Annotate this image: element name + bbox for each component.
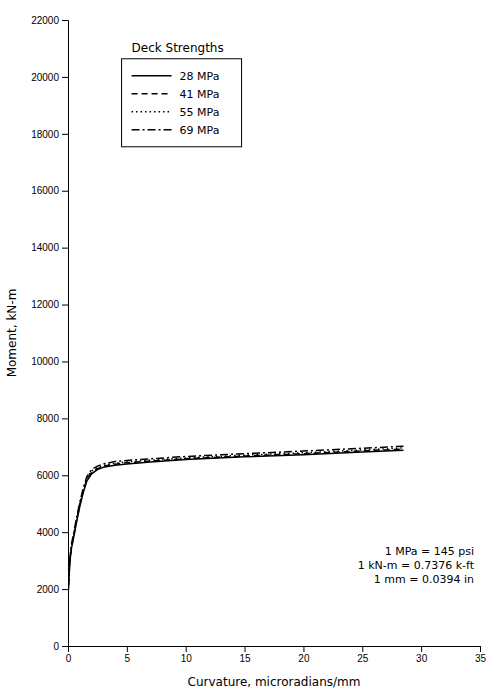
x-tick: 35 <box>475 646 487 664</box>
x-tick-mark <box>362 646 363 652</box>
annotation: 1 MPa = 145 psi1 kN-m = 0.7376 k-ft1 mm … <box>358 545 475 586</box>
y-tick-mark <box>62 361 68 362</box>
y-tick: 0 <box>53 641 68 652</box>
x-tick-label: 20 <box>298 653 310 664</box>
legend-swatch <box>132 111 172 113</box>
y-tick: 18000 <box>31 129 68 140</box>
y-tick-label: 8000 <box>37 413 60 424</box>
x-tick: 0 <box>66 646 72 664</box>
y-tick-label: 12000 <box>31 299 59 310</box>
x-tick: 10 <box>181 646 193 664</box>
annotation-line: 1 MPa = 145 psi <box>385 545 474 558</box>
x-axis-title: Curvature, microradians/mm <box>188 675 361 689</box>
y-tick-label: 14000 <box>31 242 59 253</box>
y-tick: 2000 <box>37 584 68 595</box>
y-tick-mark <box>62 191 68 192</box>
x-tick-label: 0 <box>66 653 72 664</box>
y-tick: 6000 <box>37 470 68 481</box>
y-tick-label: 22000 <box>31 15 59 26</box>
legend-label: 69 MPa <box>180 124 220 137</box>
x-tick-mark <box>303 646 304 652</box>
y-tick-label: 20000 <box>31 72 59 83</box>
series-line <box>68 446 403 592</box>
x-tick-mark <box>421 646 422 652</box>
y-tick: 12000 <box>31 299 68 310</box>
y-tick-label: 0 <box>53 641 59 652</box>
x-tick-mark <box>186 646 187 652</box>
legend-label: 28 MPa <box>180 70 220 83</box>
y-tick-mark <box>62 532 68 533</box>
y-tick-label: 10000 <box>31 356 59 367</box>
y-tick-mark <box>62 589 68 590</box>
annotation-line: 1 kN-m = 0.7376 k-ft <box>358 559 475 572</box>
legend-box <box>122 59 242 147</box>
y-tick-label: 18000 <box>31 129 59 140</box>
y-tick: 8000 <box>37 413 68 424</box>
y-tick: 14000 <box>31 242 68 253</box>
x-tick: 25 <box>357 646 369 664</box>
series-line <box>68 448 403 593</box>
lines <box>68 446 403 596</box>
y-tick-mark <box>62 248 68 249</box>
y-tick-label: 16000 <box>31 185 59 196</box>
chart: 0 5 10 15 20 25 30 35 0 2000 4000 6000 8000 10000 1200… <box>0 0 500 698</box>
x-tick-mark <box>480 646 481 652</box>
x-tick-label: 5 <box>125 653 131 664</box>
legend: 28 MPa 41 MPa 55 MPa 69 MPa <box>122 59 242 147</box>
y-axis-line <box>62 21 69 647</box>
series-line <box>68 449 403 595</box>
legend-swatch <box>132 93 172 95</box>
annotation-line: 1 mm = 0.0394 in <box>374 573 474 586</box>
y-tick-label: 6000 <box>37 470 60 481</box>
legend-label: 55 MPa <box>180 106 220 119</box>
y-axis: 0 2000 4000 6000 8000 10000 12000 14000 16000 180… <box>31 15 68 652</box>
x-tick-mark <box>245 646 246 652</box>
y-tick: 20000 <box>31 72 68 83</box>
y-tick: 22000 <box>31 15 68 26</box>
y-tick-mark <box>62 418 68 419</box>
legend-label: 41 MPa <box>180 88 220 101</box>
y-tick-label: 2000 <box>37 584 60 595</box>
y-tick-mark <box>62 77 68 78</box>
y-tick-mark <box>62 134 68 135</box>
y-tick-mark <box>62 475 68 476</box>
plot: 0 5 10 15 20 25 30 35 0 2000 4000 6000 8000 10000 1200… <box>31 15 486 664</box>
x-axis-line <box>69 647 481 653</box>
y-tick: 4000 <box>37 527 68 538</box>
y-tick-mark <box>62 20 68 21</box>
y-tick-label: 4000 <box>37 527 60 538</box>
y-tick-mark <box>62 305 68 306</box>
x-tick: 5 <box>125 646 131 664</box>
x-tick-label: 30 <box>416 653 428 664</box>
x-axis: 0 5 10 15 20 25 30 35 <box>66 646 487 664</box>
x-tick-label: 10 <box>181 653 193 664</box>
y-tick-mark <box>62 646 68 647</box>
x-tick-label: 35 <box>475 653 487 664</box>
series-line <box>68 450 403 596</box>
y-tick: 10000 <box>31 356 68 367</box>
y-tick: 16000 <box>31 185 68 196</box>
y-axis-title: Moment, kN-m <box>5 289 19 378</box>
chart-title: Deck Strengths <box>132 41 224 55</box>
x-tick: 15 <box>240 646 252 664</box>
x-tick-label: 25 <box>357 653 369 664</box>
legend-swatch <box>132 129 172 131</box>
x-tick-mark <box>127 646 128 652</box>
legend-swatch <box>132 75 172 77</box>
x-tick-label: 15 <box>240 653 252 664</box>
x-tick: 20 <box>298 646 310 664</box>
x-tick: 30 <box>416 646 428 664</box>
